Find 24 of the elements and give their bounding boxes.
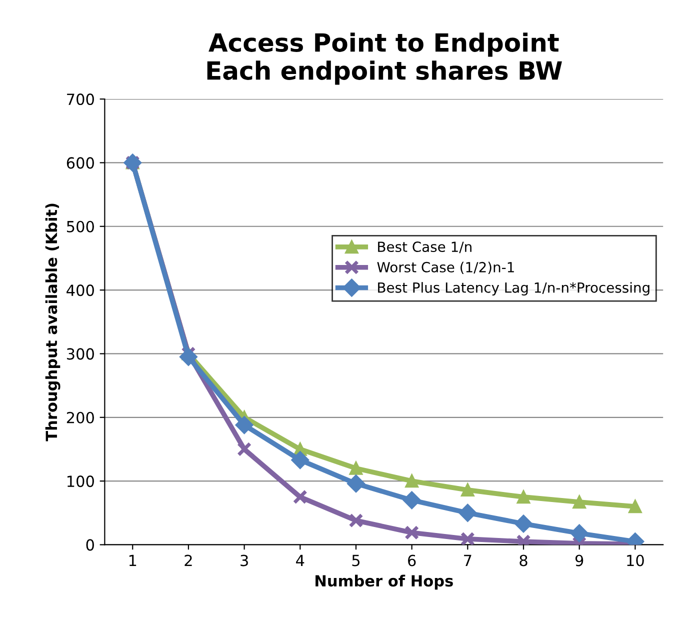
x-tick-label: 9	[575, 554, 584, 566]
x-tick-label: 2	[184, 554, 192, 566]
legend-label: Worst Case (1/2)n-1	[377, 262, 514, 274]
legend-label: Best Plus Latency Lag 1/n-n*Processing	[378, 282, 650, 296]
x-tick-label: 1	[129, 554, 136, 566]
y-tick-label: 500	[66, 220, 94, 232]
x-tick-label: 8	[520, 554, 528, 566]
y-tick-label: 600	[66, 157, 94, 169]
x-tick-label: 10	[627, 554, 644, 566]
y-tick-label: 400	[66, 284, 94, 296]
y-axis-title: Throughput available (Kbit)	[45, 204, 60, 442]
y-tick-label: 0	[86, 539, 94, 551]
y-tick-label: 100	[67, 476, 94, 488]
x-tick-label: 5	[352, 554, 360, 566]
legend-label: Best Case 1/n	[378, 242, 472, 254]
x-tick-label: 7	[464, 554, 472, 566]
y-tick-label: 300	[66, 348, 94, 360]
y-tick-label: 200	[66, 412, 94, 424]
x-tick-label: 6	[408, 554, 416, 566]
y-tick-label: 700	[67, 94, 94, 106]
x-tick-label: 3	[240, 554, 248, 566]
x-tick-label: 4	[296, 554, 304, 566]
x-axis-title: Number of Hops	[316, 574, 453, 590]
chart-title: Access Point to Endpoint Each endpoint shares BW	[207, 32, 562, 85]
